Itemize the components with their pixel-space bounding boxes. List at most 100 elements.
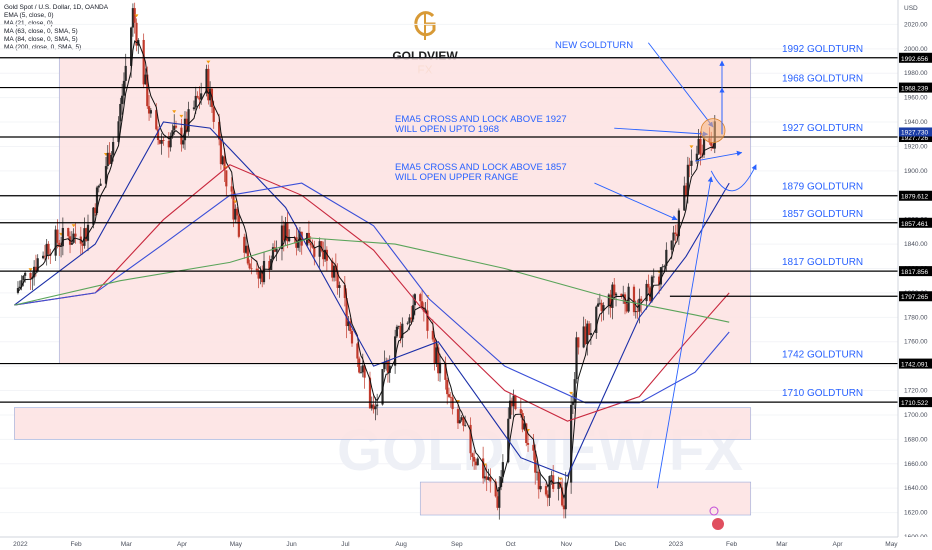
candle-body [652,276,655,278]
level-price-label: 1857.461 [901,221,928,228]
candle-body [271,247,275,260]
candle-body [268,260,271,270]
candle-body [544,486,548,495]
candle-body [422,307,425,312]
candle-body [449,396,452,398]
candle-body [259,271,262,279]
candle-body [451,397,454,410]
current-price-label: 1927.730 [901,129,928,136]
candle-body [690,160,693,166]
candle-body [33,266,36,278]
candle-body [444,362,447,380]
annotation-text: EMA5 CROSS AND LOCK ABOVE 1857 [395,162,567,173]
candle-body [349,321,352,332]
candle-body [586,323,589,345]
candle-body [408,317,411,323]
candle-body [489,477,492,482]
level-price-tag [899,266,932,277]
candle-body [47,243,50,254]
candle-body [609,294,612,308]
candle-body [16,288,20,293]
candle-body [460,417,463,421]
candle-body [582,326,585,348]
price-tick-label: 1720.00 [904,388,928,395]
candle-body [133,8,136,23]
candle-body [106,152,109,167]
candle-body [539,486,542,490]
price-tick-label: 1940.00 [904,119,928,126]
level-name-label: 1817 GOLDTURN [782,257,863,268]
fractal-marker [558,477,563,481]
candle-body [374,406,377,410]
candle-body [437,347,440,374]
candle-body [275,249,278,252]
candle-body [169,135,172,148]
candle-body [426,310,429,331]
candle-body [640,298,643,302]
current-price-tag [899,127,932,137]
price-tick-label: 1840.00 [904,241,928,248]
fractal-marker [71,224,76,228]
moving-average-line [14,182,730,404]
fractal-marker [233,200,238,204]
moving-average-line [14,237,730,323]
candle-body [376,404,379,407]
ema5-line [17,40,716,499]
candle-body [144,74,147,85]
candle-body [350,331,354,344]
candle-body [431,330,434,340]
candle-body [406,322,409,324]
time-tick-label: 2023 [669,541,684,548]
candle-body [469,424,472,454]
candle-body [261,271,264,283]
candle-body [130,27,133,66]
candle-body [595,306,598,334]
candle-body [661,266,664,268]
candle-body [119,103,122,122]
candle-body [499,476,503,488]
time-tick-label: Apr [832,541,843,548]
candle-body [135,22,138,46]
candle-body [487,477,490,480]
candle-body [647,283,650,288]
candle-body [670,240,673,250]
candle-body [205,68,208,94]
candle-body [70,242,73,245]
candle-body [311,245,314,248]
candle-body [59,246,63,247]
candle-body [358,358,361,373]
annotation-arrow [647,42,714,128]
candle-body [155,110,158,130]
zone-box [14,407,752,440]
candle-body [510,400,513,407]
level-name-label: 1927 GOLDTURN [782,123,863,134]
candle-body [320,241,323,251]
candle-body [200,93,203,100]
indicator-ma63: MA (63, close, 0, SMA, 5) [4,28,78,35]
candle-body [485,476,488,480]
indicator-ma84: MA (84, close, 0, SMA, 5) [4,36,78,43]
candle-body [562,505,566,510]
candle-body [523,423,526,430]
candle-body [370,404,373,409]
level-name-label: 1968 GOLDTURN [782,74,863,85]
candle-body [45,243,48,257]
time-tick-label: Nov [561,541,573,548]
symbol-title: Gold Spot / U.S. Dollar, 1D, OANDA [4,4,109,11]
fractal-marker [206,60,211,64]
level-price-label: 1968.239 [901,86,928,93]
candle-body [298,231,302,242]
candle-body [22,275,25,281]
level-price-label: 1797.265 [901,294,928,301]
candle-body [234,208,237,220]
candle-body [334,265,337,272]
candle-body [122,80,126,96]
time-tick-label: Jun [286,541,297,548]
level-name-label: 1857 GOLDTURN [782,209,863,220]
candle-body [675,233,679,237]
candle-body [323,249,327,260]
candle-body [482,458,485,479]
candle-body [182,140,185,145]
candle-body [435,347,438,364]
